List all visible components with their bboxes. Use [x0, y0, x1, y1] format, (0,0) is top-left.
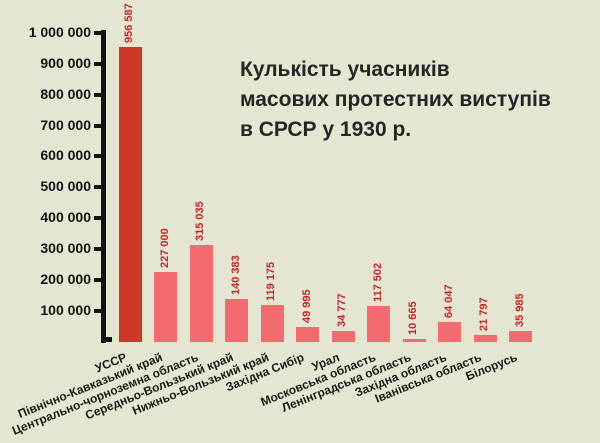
- y-tick-label: 600 000: [40, 147, 91, 164]
- y-tick-mark: [94, 246, 101, 251]
- y-tick-label: 1 000 000: [28, 24, 91, 40]
- bar: [296, 326, 319, 342]
- bar: [260, 304, 284, 342]
- bar: [154, 271, 177, 342]
- bar-value-label: 49 995: [300, 288, 313, 323]
- x-axis-stub: [101, 337, 112, 342]
- bar-value-label: 34 777: [336, 292, 348, 327]
- chart-title-line-1: Кулькість учасників: [240, 58, 450, 81]
- y-tick-mark: [94, 216, 101, 221]
- chart-title: Кулькість учасників масових протестних в…: [240, 55, 551, 145]
- bar: [118, 46, 142, 342]
- y-tick-mark: [94, 61, 101, 66]
- y-tick-label: 300 000: [40, 239, 91, 256]
- y-axis-line: [101, 30, 106, 343]
- bar-value-label: 119 175: [265, 261, 277, 301]
- bar: [438, 321, 461, 342]
- bar: [225, 298, 248, 342]
- bar: [509, 330, 532, 342]
- y-tick-mark: [94, 31, 101, 35]
- y-tick-mark: [94, 185, 101, 190]
- bar-value-label: 956 587: [123, 2, 135, 43]
- bar: [189, 244, 213, 342]
- y-tick-label: 900 000: [40, 54, 91, 71]
- y-tick-mark: [94, 154, 101, 159]
- chart-title-line-2: масових протестних виступів: [240, 88, 551, 111]
- bar-value-label: 315 035: [194, 200, 206, 241]
- bar: [402, 338, 426, 342]
- y-tick-mark: [94, 308, 101, 313]
- bar-value-label: 140 383: [229, 254, 242, 295]
- y-tick-mark: [94, 123, 101, 128]
- y-tick-label: 200 000: [40, 270, 91, 287]
- y-tick-label: 100 000: [40, 301, 91, 318]
- y-tick-label: 400 000: [40, 209, 91, 226]
- y-tick-label: 500 000: [40, 178, 91, 195]
- bar: [331, 330, 355, 342]
- bar: [367, 305, 390, 342]
- bar-value-label: 227 000: [158, 227, 171, 268]
- bar-value-label: 10 665: [407, 300, 419, 335]
- bar-value-label: 64 047: [442, 283, 455, 318]
- y-tick-label: 700 000: [40, 116, 91, 133]
- bar: [473, 334, 497, 342]
- bar-value-label: 21 797: [478, 296, 490, 331]
- bar-value-label: 35 985: [513, 292, 526, 327]
- chart-title-line-3: в СРСР у 1930 р.: [240, 118, 412, 141]
- y-tick-mark: [94, 92, 101, 97]
- y-tick-label: 800 000: [40, 85, 91, 102]
- bar-value-label: 117 502: [371, 262, 384, 302]
- y-tick-mark: [94, 277, 101, 282]
